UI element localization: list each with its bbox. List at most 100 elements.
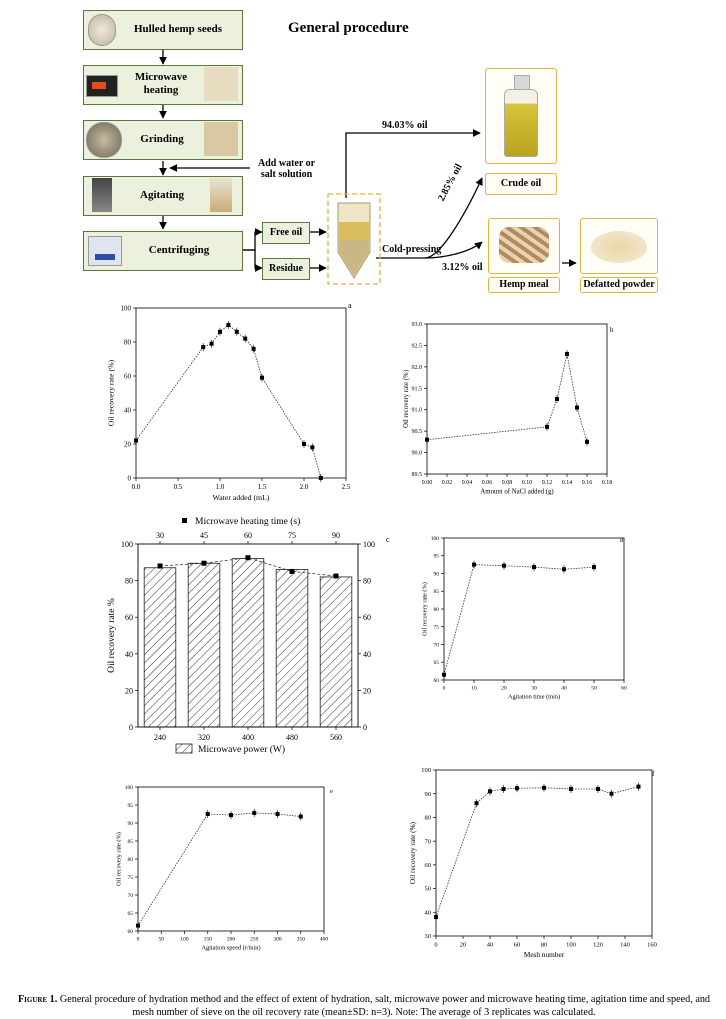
x-tick-label: 350 bbox=[297, 937, 306, 943]
y-tick-label: 100 bbox=[421, 767, 431, 774]
x-tick-label: 480 bbox=[286, 733, 298, 742]
defatted-powder-photo bbox=[591, 231, 647, 263]
y-tick-label: 95 bbox=[128, 803, 134, 809]
panel-label: d bbox=[620, 537, 624, 544]
add-water-label: Add water or salt solution bbox=[258, 158, 316, 180]
data-point bbox=[205, 812, 210, 816]
x-tick-label: 120 bbox=[593, 942, 603, 949]
y-tick-label: 75 bbox=[434, 625, 440, 631]
x-tick-label: 250 bbox=[250, 937, 259, 943]
x-axis-label: Amount of NaCl added (g) bbox=[480, 489, 553, 496]
data-point bbox=[532, 565, 536, 570]
ground-seeds-photo bbox=[204, 122, 238, 156]
hemp-meal-label: Hemp meal bbox=[499, 279, 549, 290]
data-point bbox=[555, 397, 559, 401]
data-point bbox=[209, 341, 214, 346]
y-tick-label: 92.0 bbox=[412, 365, 423, 371]
x-tick-label: 0.14 bbox=[562, 480, 573, 486]
figure-title: General procedure bbox=[288, 20, 409, 36]
y2-tick-label: 40 bbox=[363, 650, 371, 659]
bar bbox=[231, 558, 265, 728]
y2-tick-label: 20 bbox=[363, 686, 371, 695]
x-tick-label: 50 bbox=[159, 937, 165, 943]
chart-f: 0 20 40 60 80 100 120 140 16030405060708090100Me… bbox=[408, 767, 657, 958]
panel-label: a bbox=[348, 301, 352, 310]
x-tick-label: 50 bbox=[591, 686, 597, 692]
residue-label: Residue bbox=[269, 263, 303, 274]
y-tick-label: 60 bbox=[125, 613, 133, 622]
data-point bbox=[502, 563, 506, 568]
y-tick-label: 20 bbox=[124, 440, 132, 448]
data-point bbox=[260, 375, 264, 380]
y-tick-label: 60 bbox=[434, 678, 440, 684]
crude-oil-box bbox=[485, 173, 557, 195]
y-tick-label: 40 bbox=[124, 406, 132, 414]
y-tick-label: 90 bbox=[425, 791, 432, 798]
y-tick-label: 90.5 bbox=[412, 429, 423, 435]
data-point bbox=[575, 405, 579, 410]
y2-tick-label: 0 bbox=[363, 723, 367, 732]
top-tick-label: 60 bbox=[244, 531, 252, 540]
panel-label: f bbox=[652, 769, 655, 778]
hemp-meal-photo bbox=[499, 227, 549, 263]
y-tick-label: 100 bbox=[125, 785, 134, 791]
step-label: Centrifuging bbox=[148, 244, 210, 256]
data-point bbox=[201, 345, 206, 350]
heated-seeds-photo bbox=[204, 67, 238, 101]
chart-c: 240 30 320 45 400 60 480 75 560 90 0 0 20 20 40 40 60 60 8… bbox=[107, 516, 390, 755]
tube-frame bbox=[327, 193, 381, 285]
free-oil-box bbox=[262, 222, 310, 244]
procedure-diagram bbox=[159, 50, 577, 285]
defatted-label: Defatted powder bbox=[583, 279, 655, 290]
y-axis-label: Oil recovery rate (%) bbox=[408, 821, 417, 884]
x-tick-label: 1.5 bbox=[258, 483, 267, 491]
crude-oil-frame bbox=[485, 68, 557, 164]
panel-label: b bbox=[610, 326, 614, 334]
x-tick-label: 80 bbox=[541, 942, 548, 949]
agitator-photo bbox=[92, 178, 112, 212]
y-tick-label: 20 bbox=[125, 686, 133, 695]
step-label: Hulled hemp seeds bbox=[133, 23, 222, 35]
chart-e: 0 50 100 150 200 250 300 350 400 60 65 70 75 80 85 90 95… bbox=[115, 785, 333, 951]
x-tick-label: 2.0 bbox=[300, 483, 309, 491]
hemp-meal-frame bbox=[488, 218, 560, 274]
hemp-meal-box bbox=[488, 277, 560, 293]
x-tick-label: 400 bbox=[320, 937, 329, 943]
chart-b: 0.00 0.02 0.04 0.06 0.08 0.10 0.12 0.14 0.16 0.18… bbox=[403, 322, 614, 496]
caption-text: General procedure of hydration method an… bbox=[57, 994, 711, 1018]
y-tick-label: 100 bbox=[121, 304, 132, 312]
crude-oil-bottle bbox=[504, 75, 538, 157]
plot-frame bbox=[443, 537, 625, 681]
x-tick-label: 60 bbox=[514, 942, 521, 949]
y-tick-label: 0 bbox=[129, 723, 133, 732]
legend-bottom-label: Microwave power (W) bbox=[198, 744, 285, 755]
x-tick-label: 0.00 bbox=[422, 480, 433, 486]
y-tick-label: 90 bbox=[128, 821, 134, 827]
figure-caption: Figure 1. General procedure of hydration… bbox=[8, 994, 720, 1019]
x-tick-label: 20 bbox=[460, 942, 467, 949]
data-point bbox=[592, 565, 596, 570]
bar bbox=[319, 576, 353, 728]
x-tick-label: 40 bbox=[561, 686, 567, 692]
data-point bbox=[157, 563, 163, 569]
x-tick-label: 320 bbox=[198, 733, 210, 742]
x-tick-label: 0.5 bbox=[174, 483, 183, 491]
defatted-box bbox=[580, 277, 658, 293]
step-label: Microwave heating bbox=[134, 71, 188, 96]
data-point bbox=[333, 573, 339, 579]
crude-oil-label: Crude oil bbox=[500, 178, 542, 189]
legend-marker bbox=[182, 518, 187, 523]
x-tick-label: 1.0 bbox=[216, 483, 225, 491]
y2-tick-label: 80 bbox=[363, 577, 371, 586]
series-line bbox=[137, 812, 301, 926]
x-tick-label: 100 bbox=[566, 942, 576, 949]
data-point bbox=[562, 567, 566, 572]
x-tick-label: 100 bbox=[180, 937, 189, 943]
x-tick-label: 140 bbox=[620, 942, 630, 949]
data-point bbox=[542, 785, 546, 790]
y-axis-label: Oil recovery rate (%) bbox=[421, 582, 428, 636]
pct-top-label: 94.03% oil bbox=[382, 120, 428, 131]
free-oil-label: Free oil bbox=[269, 227, 303, 238]
data-point bbox=[251, 346, 256, 351]
data-point bbox=[434, 915, 438, 920]
